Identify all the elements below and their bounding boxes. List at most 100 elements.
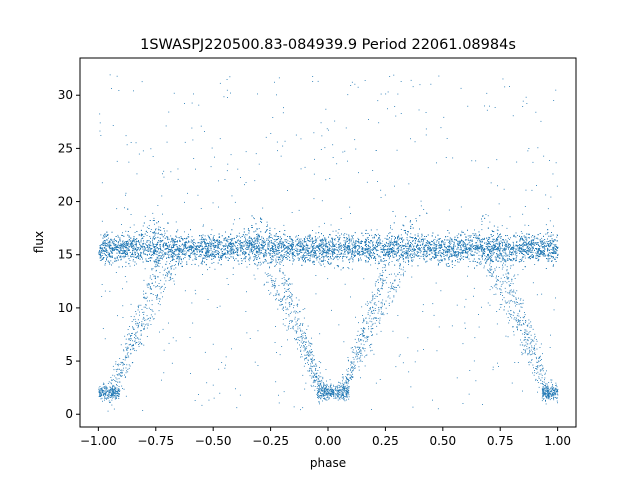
data-point bbox=[209, 266, 211, 268]
data-point bbox=[517, 235, 518, 236]
data-point bbox=[194, 256, 196, 258]
data-point bbox=[218, 256, 219, 258]
data-point bbox=[139, 234, 141, 236]
data-point bbox=[180, 248, 182, 250]
data-point bbox=[261, 237, 263, 239]
data-point bbox=[457, 253, 458, 255]
data-point bbox=[379, 238, 381, 240]
data-point bbox=[334, 238, 336, 240]
data-point bbox=[191, 250, 192, 252]
data-point bbox=[203, 248, 205, 249]
data-point bbox=[531, 252, 533, 253]
data-point bbox=[153, 235, 155, 237]
data-point bbox=[154, 220, 155, 221]
data-point bbox=[334, 267, 335, 269]
data-point bbox=[450, 255, 452, 256]
data-point bbox=[514, 252, 516, 253]
data-point bbox=[123, 250, 125, 252]
data-point bbox=[191, 236, 193, 238]
data-point bbox=[272, 249, 274, 251]
data-point bbox=[295, 247, 297, 249]
data-point bbox=[219, 247, 220, 249]
data-point bbox=[481, 256, 483, 258]
data-point bbox=[353, 243, 355, 245]
data-point bbox=[451, 248, 453, 249]
data-point bbox=[425, 253, 427, 255]
data-point bbox=[385, 245, 387, 247]
data-point bbox=[230, 240, 232, 242]
data-point bbox=[155, 250, 157, 252]
data-point bbox=[180, 258, 182, 260]
data-point bbox=[321, 256, 322, 258]
data-point bbox=[188, 241, 190, 243]
data-point bbox=[337, 249, 339, 251]
data-point bbox=[481, 224, 483, 225]
data-point bbox=[160, 246, 161, 248]
data-point bbox=[428, 244, 429, 246]
data-point bbox=[534, 252, 536, 254]
data-point bbox=[452, 252, 454, 254]
data-point bbox=[311, 251, 312, 253]
data-point bbox=[318, 246, 319, 247]
data-point bbox=[426, 252, 428, 253]
data-point bbox=[339, 253, 341, 255]
data-point bbox=[103, 242, 104, 244]
data-point bbox=[305, 241, 307, 243]
data-point bbox=[186, 247, 188, 249]
data-point bbox=[327, 248, 329, 250]
data-point bbox=[526, 247, 528, 249]
data-point bbox=[372, 253, 374, 255]
data-point bbox=[181, 244, 183, 246]
data-point bbox=[464, 252, 466, 254]
data-point bbox=[549, 258, 551, 259]
data-point bbox=[186, 251, 188, 253]
data-point bbox=[186, 242, 188, 244]
data-point bbox=[418, 241, 420, 243]
data-point bbox=[326, 251, 327, 253]
data-point bbox=[303, 260, 304, 261]
data-point bbox=[164, 232, 166, 234]
data-point bbox=[231, 253, 232, 255]
data-point bbox=[276, 250, 277, 252]
data-point bbox=[405, 253, 407, 255]
data-point bbox=[513, 244, 515, 246]
data-point bbox=[537, 244, 539, 245]
data-point bbox=[357, 237, 359, 239]
data-point bbox=[470, 235, 472, 237]
data-point bbox=[261, 247, 262, 249]
data-point bbox=[463, 231, 464, 233]
data-point bbox=[133, 247, 134, 249]
data-point bbox=[218, 246, 220, 248]
data-point bbox=[496, 243, 498, 245]
data-point bbox=[339, 235, 341, 237]
data-point bbox=[507, 237, 509, 239]
data-point bbox=[168, 246, 169, 248]
data-point bbox=[251, 240, 253, 242]
data-point bbox=[257, 242, 258, 244]
data-point bbox=[324, 260, 326, 261]
data-point bbox=[475, 237, 476, 239]
data-point bbox=[271, 247, 273, 249]
data-point bbox=[349, 250, 351, 252]
data-point bbox=[547, 249, 549, 251]
data-point bbox=[419, 237, 421, 239]
data-point bbox=[488, 241, 489, 242]
data-point bbox=[548, 244, 549, 246]
data-point bbox=[211, 240, 213, 242]
data-point bbox=[197, 249, 199, 251]
data-point bbox=[448, 248, 450, 250]
data-point bbox=[398, 248, 400, 250]
data-point bbox=[534, 237, 536, 239]
data-point bbox=[312, 245, 314, 247]
data-point bbox=[529, 249, 531, 251]
data-point bbox=[325, 245, 327, 247]
data-point bbox=[365, 248, 367, 250]
data-point bbox=[228, 249, 230, 251]
data-point bbox=[457, 246, 458, 248]
data-point bbox=[248, 258, 249, 260]
data-point bbox=[491, 245, 493, 247]
data-point bbox=[353, 240, 354, 242]
data-point bbox=[138, 257, 140, 258]
data-point bbox=[367, 237, 369, 238]
data-point bbox=[466, 236, 467, 238]
